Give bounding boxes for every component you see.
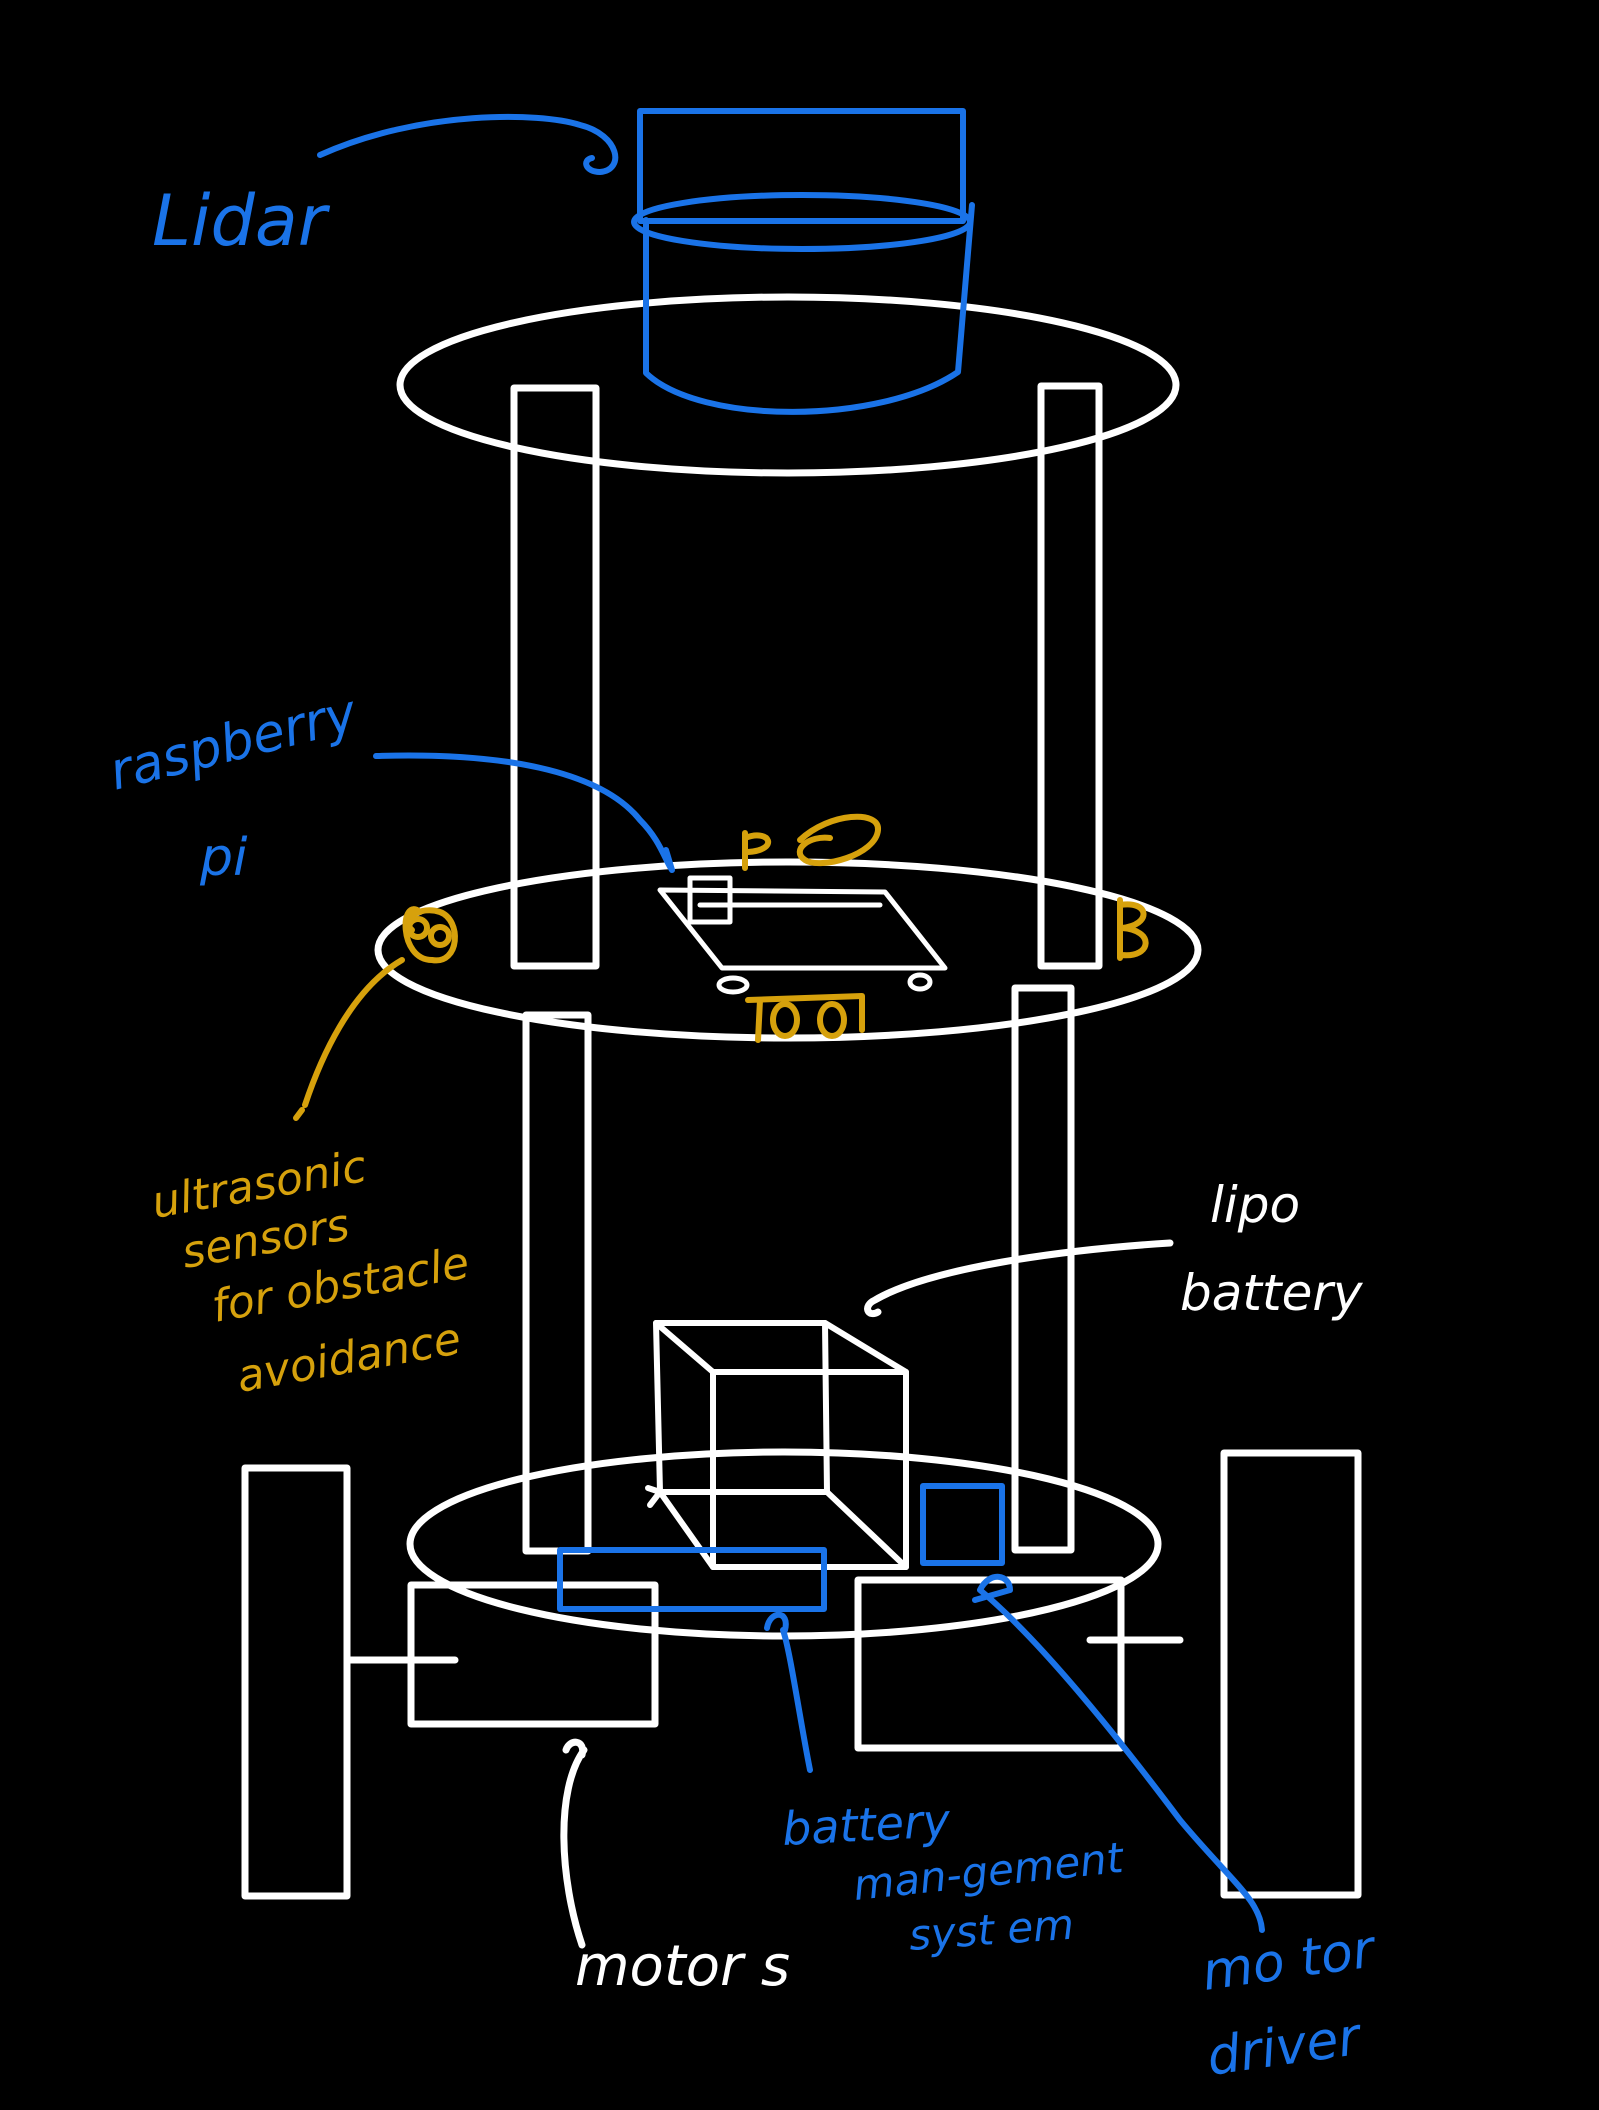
wheel-right [1220,1449,1362,1899]
cube-edge [657,1489,716,1570]
motor-left [407,1581,659,1728]
top-platform [396,293,1180,477]
sensor-loop [796,813,881,867]
lipo-label-line2: battery [1180,1264,1364,1322]
lidar-label: Lidar [152,180,331,262]
ultrasonic-sensor-front [745,993,865,1043]
raspberry-pointer-line [373,752,675,873]
blue-elements [317,108,1265,1933]
lidar-pointer-line [317,113,619,175]
sensor-eye [406,916,430,940]
upper-pillar-right [1037,382,1103,970]
ultrasonic-sensor-left [402,906,458,964]
lipo-battery-cube [645,1320,909,1570]
cube-edge [822,1320,909,1375]
sensor-bracket [745,993,865,1033]
sensor-scribble [742,830,771,871]
cube-edge [824,1489,909,1570]
lidar-cylinder-body [643,202,975,415]
sensor-scribble [402,906,458,964]
lidar-top-box [637,108,966,224]
pi-board-outline [657,887,948,971]
lipo-pointer-line [864,1239,1174,1317]
raspberry-label-line2: pi [199,828,248,888]
motor-driver-pointer [972,1573,1265,1933]
ultrasonic-sensor-top [742,813,881,871]
sensor-mark [1117,897,1149,961]
motor-driver-board [920,1483,1005,1566]
lower-pillar-right [1011,984,1075,1554]
motors-label: motor s [575,1934,790,1999]
ultrasonic-sensor-right [1117,897,1149,961]
cube-back-face [710,1369,909,1570]
battery-management-pointer [764,1611,813,1773]
gold-elements [293,813,1149,1121]
upper-pillar-left [510,384,600,970]
sensor-l-mark [755,997,763,1043]
sensor-eye [770,1001,800,1039]
robot-frame [241,293,1362,1949]
battery-management-board [557,1547,827,1612]
lipo-label-line1: lipo [1210,1176,1300,1234]
battery-mgmt-label-line1: battery [781,1793,952,1856]
sensor-eye [428,924,452,948]
raspberry-pi-board [657,875,948,995]
pi-wheel-right [907,972,933,992]
battery-mgmt-label-line3: syst em [907,1900,1075,1960]
cube-edge [653,1320,716,1375]
motors-pointer-line [560,1738,588,1949]
wheel-left [241,1464,351,1900]
sensor-eye [817,1001,847,1039]
pi-chip [687,875,733,925]
cube-arrow-mark [645,1485,663,1508]
pi-wheel-left [716,975,750,995]
ultrasonic-pointer-line [293,957,405,1121]
